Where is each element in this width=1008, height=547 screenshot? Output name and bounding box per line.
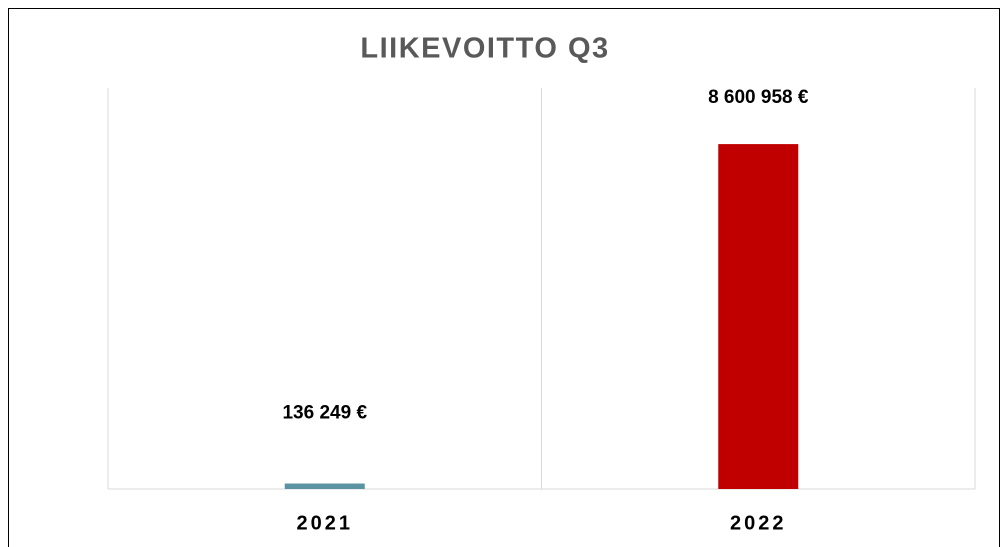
chart-border bbox=[8, 8, 1000, 547]
data-label: 136 249 € bbox=[282, 403, 367, 424]
data-label: 8 600 958 € bbox=[708, 87, 809, 108]
x-tick-label: 2022 bbox=[730, 512, 787, 534]
x-tick-label: 2021 bbox=[297, 512, 354, 534]
chart-title: LIIKEVOITTO Q3 bbox=[360, 33, 609, 65]
bar bbox=[284, 483, 365, 489]
bar bbox=[718, 144, 799, 490]
